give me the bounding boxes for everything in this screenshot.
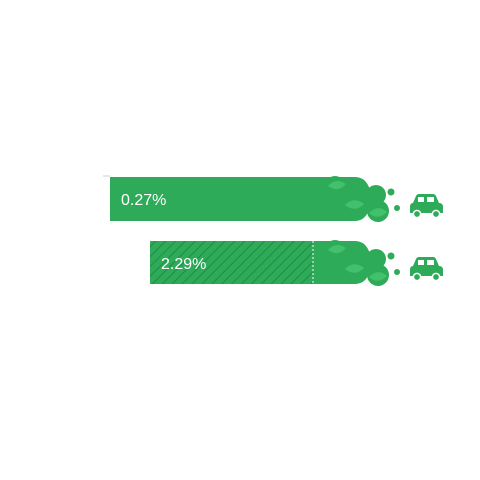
leaf-icon [345,264,364,273]
car-icon [410,257,443,282]
leaf-icon [345,200,364,209]
bar-0 [110,177,370,221]
leaf-icon [369,272,387,281]
bar-row-0: 0.27% [110,176,443,222]
bar-label-0: 0.27% [121,192,166,209]
exhaust-cloud [324,240,400,286]
bar-label-1: 2.29% [161,256,206,273]
leaf-icon [369,208,387,217]
bar-1-hatched-segment [150,241,313,284]
bar-row-1: 2.29% [150,240,443,286]
leaf-icon [328,244,346,254]
car-icon [410,194,443,219]
exhaust-cloud [324,176,400,222]
leaf-icon [328,180,346,190]
